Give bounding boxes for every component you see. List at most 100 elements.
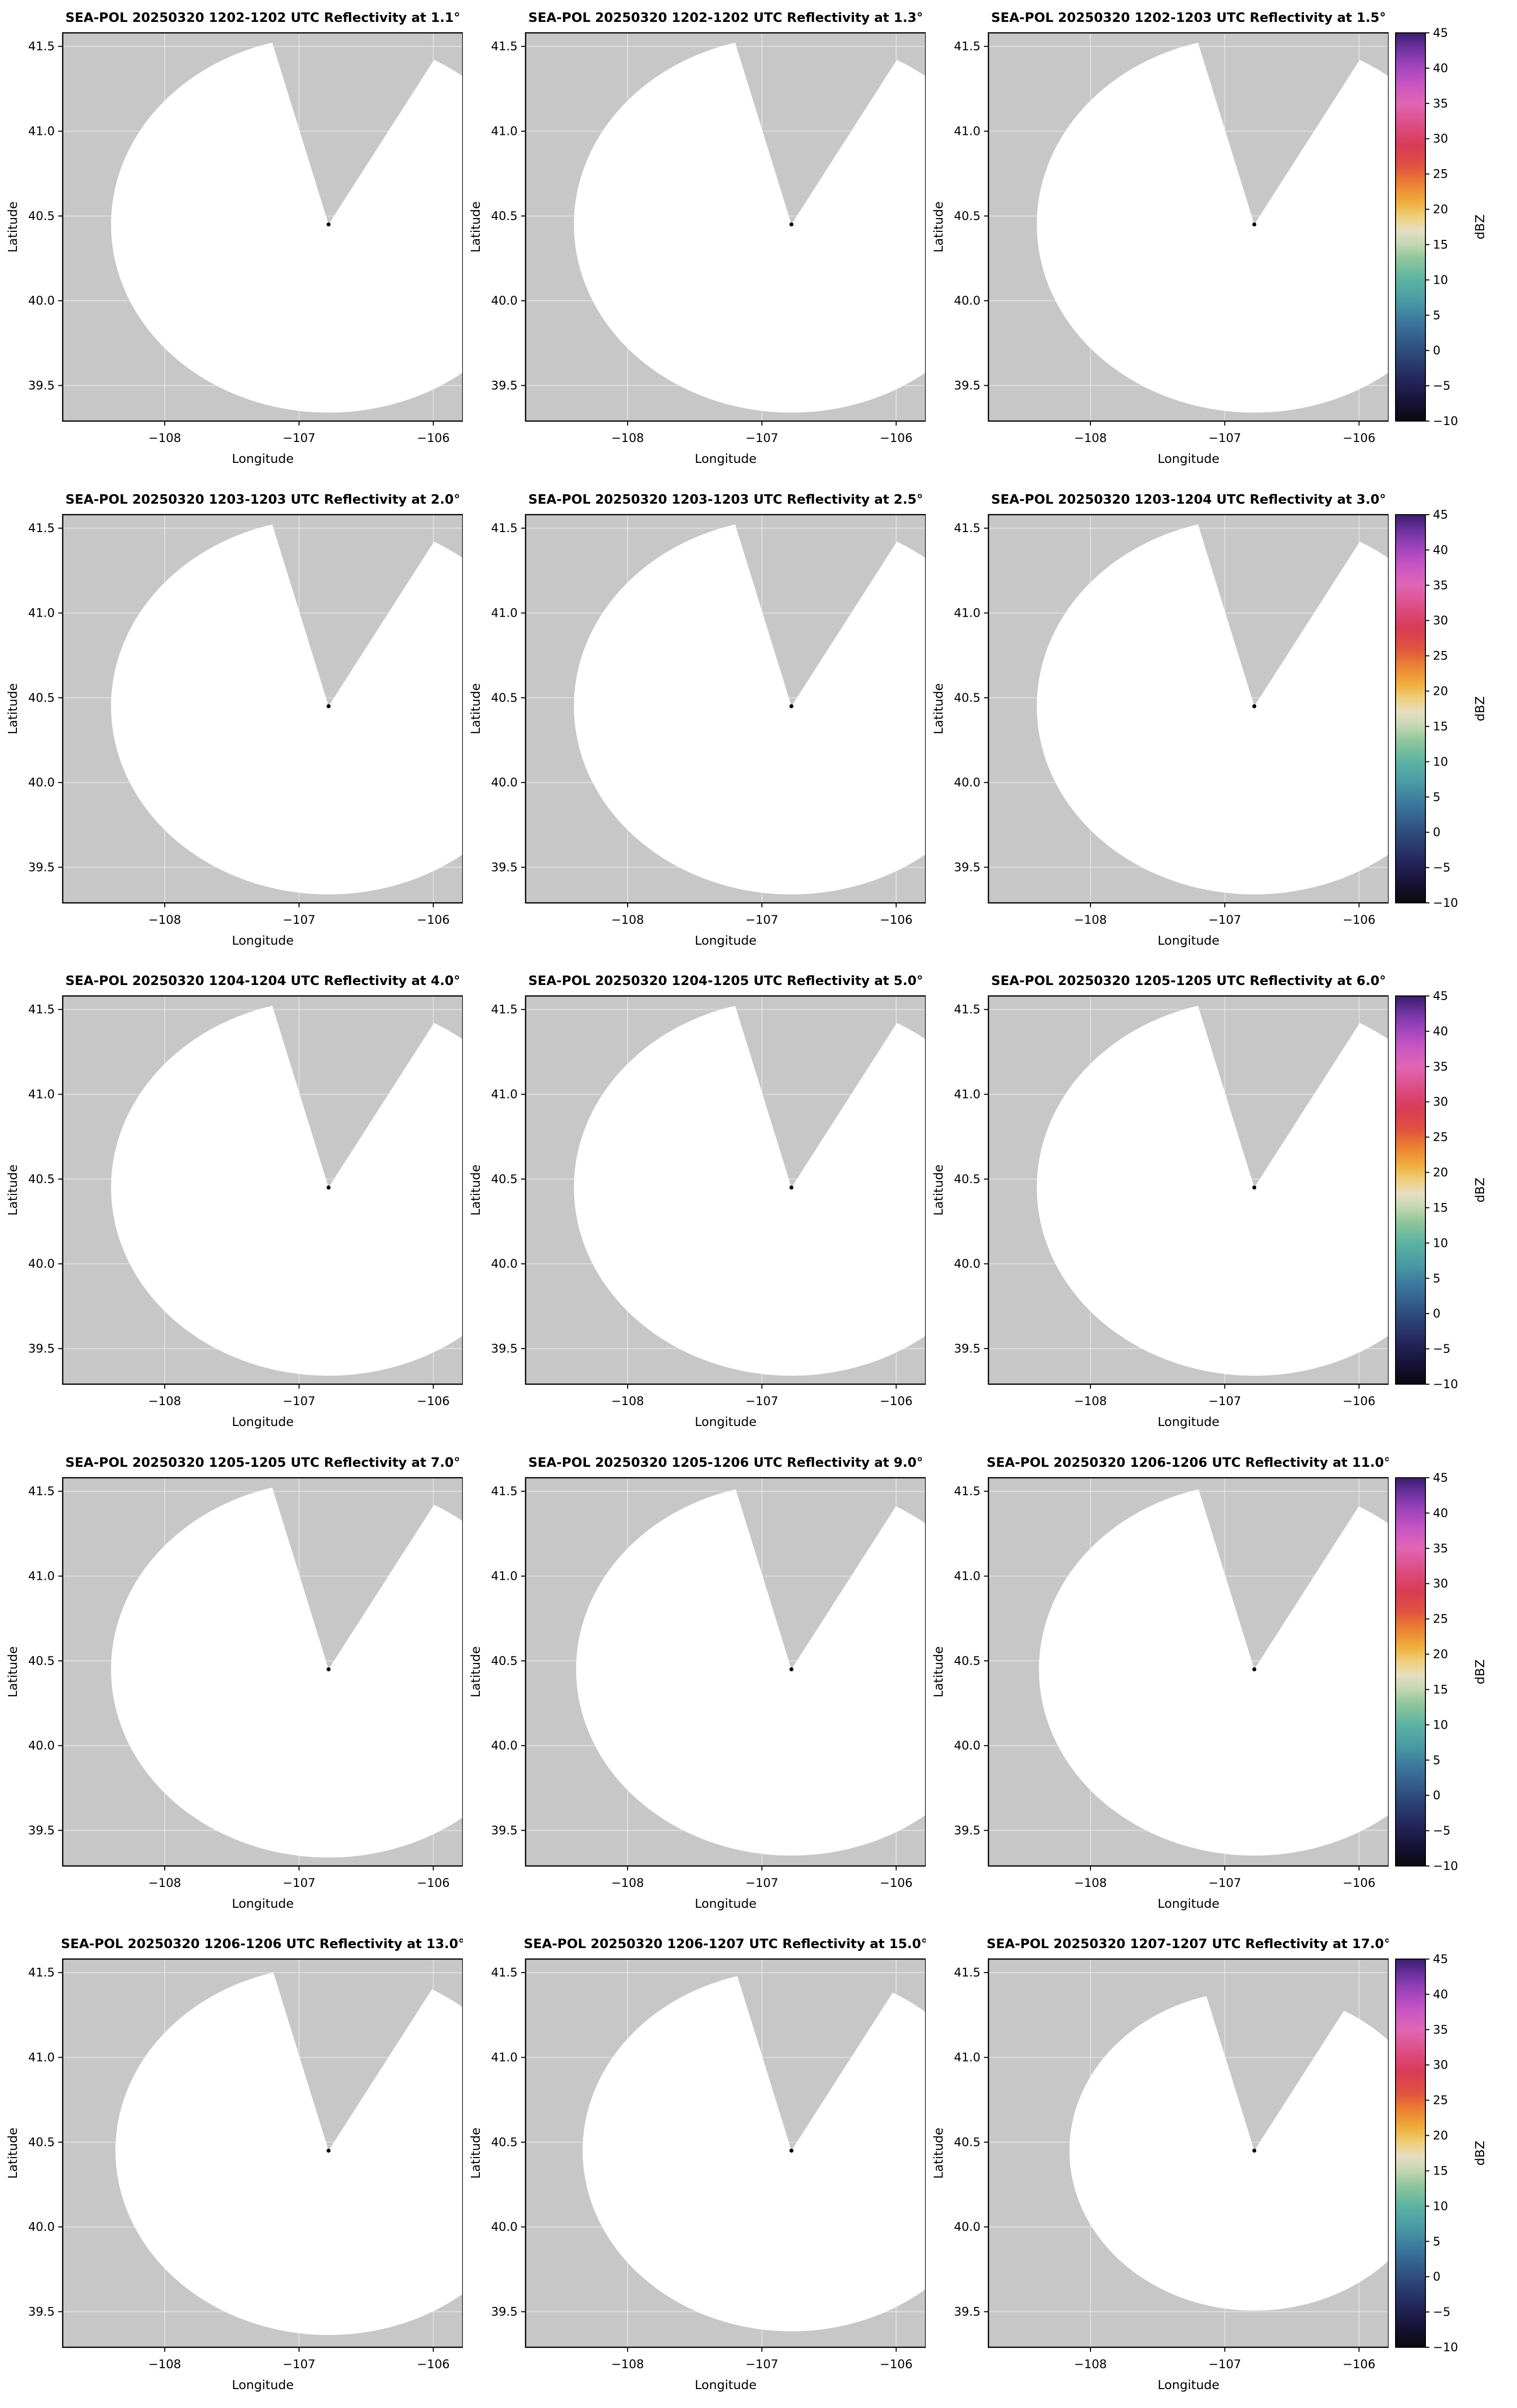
panel-title: SEA-POL 20250320 1206-1206 UTC Reflectiv… — [61, 1937, 463, 1952]
y-axis-label: Latitude — [468, 1165, 483, 1216]
colorbar-tick-label: 15 — [1433, 2164, 1448, 2178]
y-axis-label: Latitude — [931, 2128, 946, 2179]
colorbar-tick-label: 0 — [1433, 1788, 1440, 1802]
y-tick-label: 41.0 — [954, 606, 980, 620]
radar-coverage-area — [574, 42, 926, 413]
x-axis-label: Longitude — [1158, 1415, 1219, 1429]
y-tick-label: 40.0 — [491, 2220, 518, 2234]
radar-site-dot — [1252, 222, 1257, 226]
radar-site-dot — [326, 1667, 331, 1671]
colorbar-tick-label: 45 — [1433, 1471, 1448, 1485]
x-tick-label: −106 — [1343, 2357, 1376, 2371]
x-tick-label: −106 — [417, 1876, 450, 1890]
radar-site-dot — [326, 2149, 331, 2153]
y-tick-label: 40.0 — [28, 1739, 55, 1752]
plot-border — [987, 32, 1389, 422]
y-tick-label: 40.0 — [491, 1739, 518, 1752]
colorbar-tick-label: 35 — [1433, 2023, 1448, 2037]
colorbar-gradient — [1395, 32, 1426, 422]
colorbar-tick-label: 10 — [1433, 1236, 1448, 1250]
colorbar-tick-label: 10 — [1433, 2199, 1448, 2213]
colorbar-tick-label: 45 — [1433, 1952, 1448, 1966]
y-tick-label: 41.5 — [954, 1966, 980, 1980]
radar-coverage-area — [1037, 524, 1389, 894]
x-tick-label: −108 — [1074, 2357, 1107, 2371]
colorbar-tick-label: 10 — [1433, 1718, 1448, 1732]
y-axis-label: Latitude — [468, 2128, 483, 2179]
y-tick-label: 40.5 — [491, 690, 518, 704]
colorbar-ticks: 45 40 35 30 25 20 15 10 5 0 −5 −10 — [1425, 1471, 1458, 1873]
colorbar-tick-label: 25 — [1433, 2093, 1448, 2107]
colorbar-tick-label: 45 — [1433, 989, 1448, 1003]
x-tick-label: −106 — [417, 913, 450, 927]
colorbar: 45 40 35 30 25 20 15 10 5 0 −5 −10 dBZ — [1395, 26, 1487, 428]
panel-title: SEA-POL 20250320 1205-1205 UTC Reflectiv… — [991, 974, 1386, 988]
radar-coverage-area — [111, 42, 463, 413]
y-tick-label: 40.0 — [28, 775, 55, 789]
colorbar-tick-label: 40 — [1433, 543, 1448, 556]
radar-panel: −108 −107 −106 41.5 41.0 40.5 40.0 39.5 SEA-POL… — [468, 1937, 926, 2392]
plot-border — [62, 514, 463, 903]
axis-ticks: −108 −107 −106 41.5 41.0 40.5 40.0 39.5 — [28, 1966, 450, 2372]
y-tick-label: 39.5 — [491, 2305, 518, 2319]
panel-title: SEA-POL 20250320 1203-1203 UTC Reflectiv… — [65, 492, 460, 507]
x-axis-label: Longitude — [1158, 451, 1219, 466]
y-tick-label: 39.5 — [954, 1342, 980, 1356]
figure-row: −108 −107 −106 41.5 41.0 40.5 40.0 39.5 SEA-POL… — [0, 963, 1517, 1445]
y-tick-label: 39.5 — [28, 860, 55, 874]
axis-ticks: −108 −107 −106 41.5 41.0 40.5 40.0 39.5 — [491, 1966, 913, 2372]
plot-border — [525, 1477, 926, 1867]
y-tick-label: 41.5 — [491, 1002, 518, 1016]
colorbar: 45 40 35 30 25 20 15 10 5 0 −5 −10 dBZ — [1395, 508, 1487, 910]
y-tick-label: 41.5 — [954, 1002, 980, 1016]
y-tick-label: 41.5 — [491, 39, 518, 53]
radar-site-dot — [1252, 704, 1257, 708]
x-tick-label: −108 — [611, 2357, 644, 2371]
colorbar-gradient — [1395, 1477, 1426, 1866]
y-tick-label: 40.5 — [491, 1654, 518, 1668]
y-tick-label: 40.5 — [954, 209, 980, 223]
y-tick-label: 41.0 — [491, 124, 518, 138]
panel-title: SEA-POL 20250320 1206-1206 UTC Reflectiv… — [986, 1455, 1389, 1470]
colorbar-label: dBZ — [1473, 696, 1487, 721]
colorbar-tick-label: −10 — [1433, 1859, 1458, 1873]
x-tick-label: −108 — [611, 1876, 644, 1890]
y-tick-label: 39.5 — [491, 860, 518, 874]
x-tick-label: −108 — [148, 2357, 181, 2371]
y-tick-label: 40.0 — [28, 1257, 55, 1271]
radar-coverage-area — [574, 524, 926, 894]
y-axis-label: Latitude — [931, 1165, 946, 1216]
colorbar-ticks: 45 40 35 30 25 20 15 10 5 0 −5 −10 — [1425, 1952, 1458, 2354]
colorbar-tick-label: 20 — [1433, 1647, 1448, 1661]
x-tick-label: −107 — [1208, 1876, 1241, 1890]
x-tick-label: −106 — [417, 1394, 450, 1408]
figure-row: −108 −107 −106 41.5 41.0 40.5 40.0 39.5 SEA-POL… — [0, 1445, 1517, 1927]
colorbar-tick-label: 35 — [1433, 578, 1448, 592]
colorbar-tick-label: 0 — [1433, 2270, 1440, 2284]
axis-ticks: −108 −107 −106 41.5 41.0 40.5 40.0 39.5 — [28, 39, 450, 445]
colorbar-ticks: 45 40 35 30 25 20 15 10 5 0 −5 −10 — [1425, 26, 1458, 428]
y-axis-label: Latitude — [5, 202, 20, 253]
colorbar-tick-label: 25 — [1433, 167, 1448, 181]
y-tick-label: 40.0 — [954, 1739, 980, 1752]
panel-title: SEA-POL 20250320 1204-1205 UTC Reflectiv… — [528, 974, 923, 988]
colorbar-tick-label: 10 — [1433, 755, 1448, 768]
colorbar-label: dBZ — [1473, 2141, 1487, 2166]
radar-panel: −108 −107 −106 41.5 41.0 40.5 40.0 39.5 SEA-POL… — [468, 1455, 926, 1911]
colorbar-tick-label: −5 — [1433, 861, 1450, 875]
x-axis-label: Longitude — [695, 1415, 757, 1429]
x-axis-label: Longitude — [695, 1896, 757, 1911]
x-tick-label: −108 — [148, 1876, 181, 1890]
y-tick-label: 41.5 — [28, 39, 55, 53]
panel-title: SEA-POL 20250320 1205-1205 UTC Reflectiv… — [65, 1455, 460, 1470]
radar-site-dot — [1252, 2149, 1257, 2153]
axis-ticks: −108 −107 −106 41.5 41.0 40.5 40.0 39.5 — [954, 1002, 1376, 1408]
y-tick-label: 40.0 — [28, 2220, 55, 2234]
colorbar-ticks: 45 40 35 30 25 20 15 10 5 0 −5 −10 — [1425, 508, 1458, 910]
x-tick-label: −107 — [746, 1394, 778, 1408]
y-axis-label: Latitude — [931, 202, 946, 253]
figure-row: −108 −107 −106 41.5 41.0 40.5 40.0 39.5 SEA-POL… — [0, 0, 1517, 482]
axis-ticks: −108 −107 −106 41.5 41.0 40.5 40.0 39.5 — [28, 521, 450, 927]
y-tick-label: 40.5 — [28, 1172, 55, 1186]
radar-coverage-area — [115, 1972, 463, 2335]
